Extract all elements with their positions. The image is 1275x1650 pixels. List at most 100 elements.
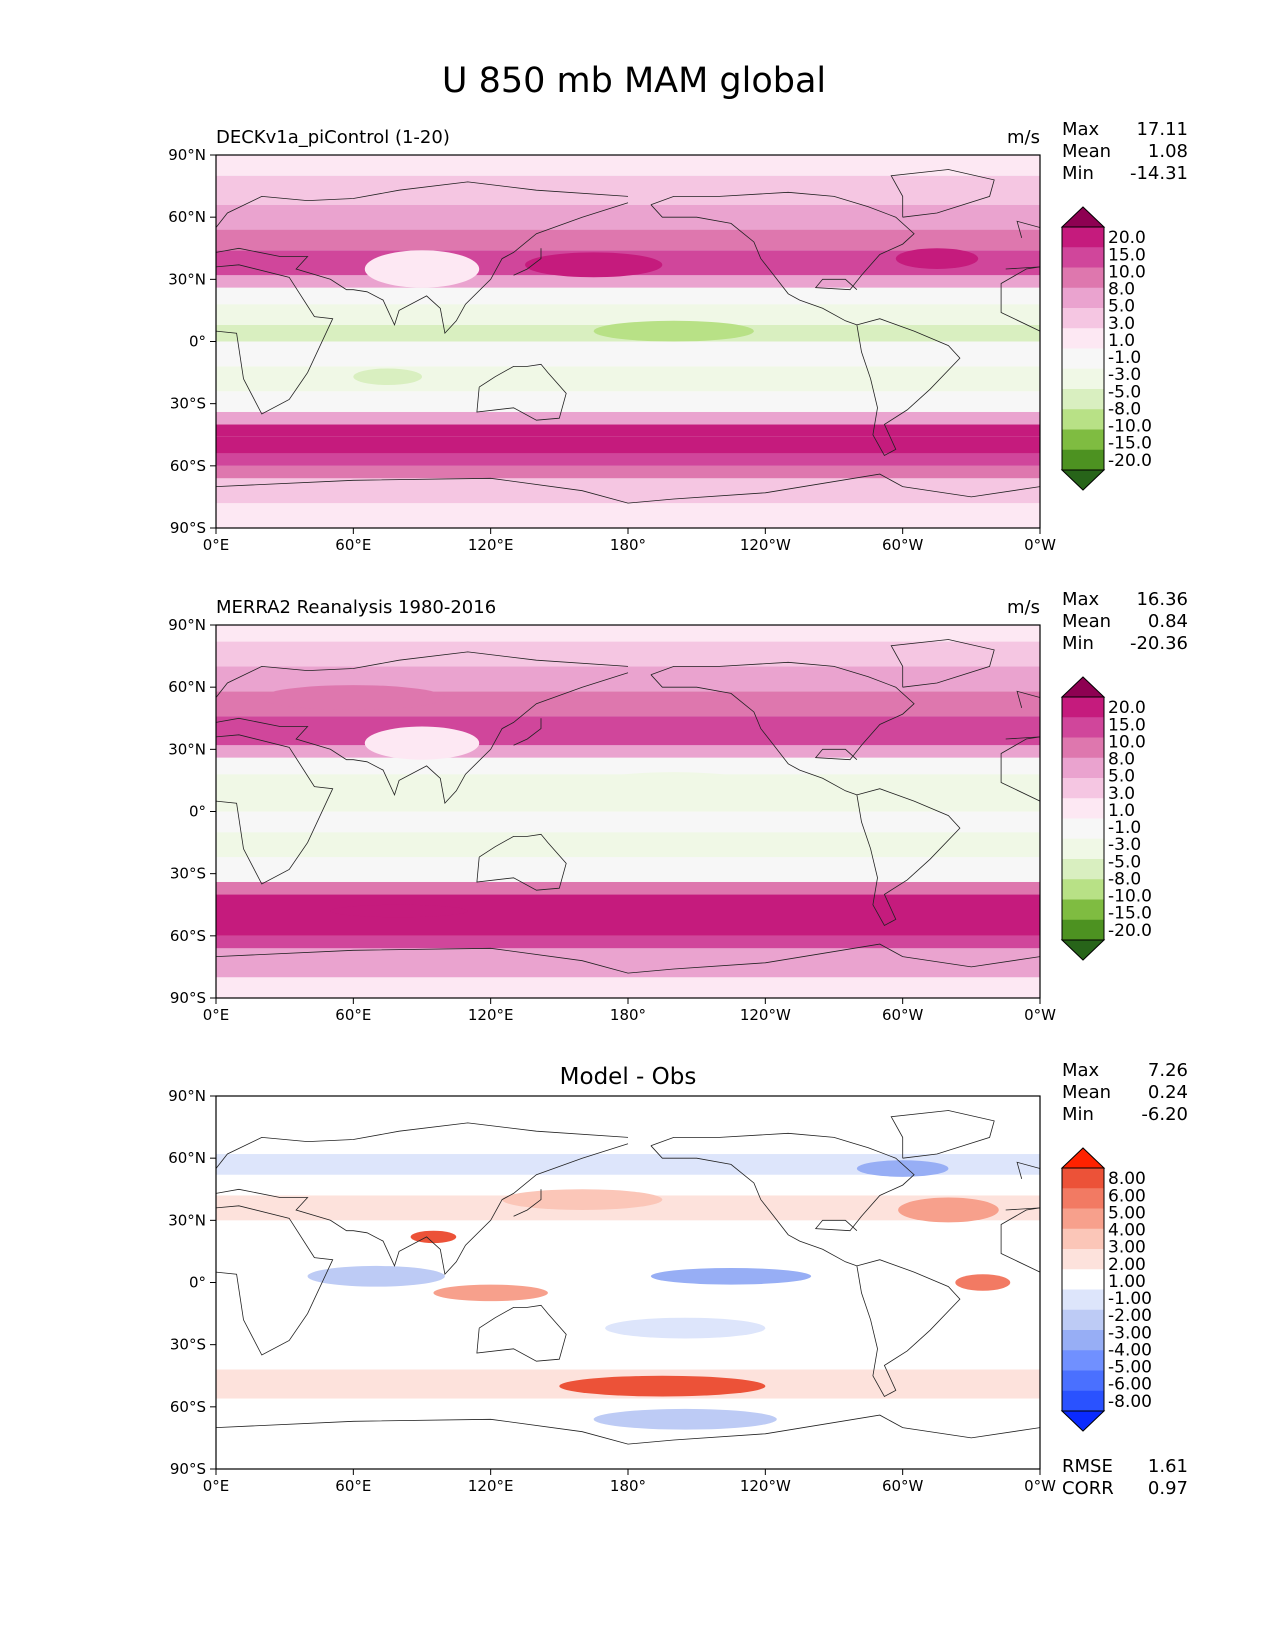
colorbar-frame [1061, 696, 1105, 941]
field-band-5 [216, 857, 1040, 882]
panel-title: DECKv1a_piControl (1-20) [216, 127, 450, 148]
colorbar-box [1062, 798, 1104, 819]
panels: 0°E 60°E 120°E 180° 120°W 60°W 0°W 90°N 60°N 30°N… [168, 119, 1188, 1499]
y-tick-label: 60°S [170, 1398, 206, 1416]
colorbar-label: 1.0 [1108, 331, 1135, 351]
colorbar-label: -3.00 [1108, 1323, 1152, 1343]
field-band-0 [216, 503, 1040, 528]
field-band-10 [216, 745, 1040, 758]
y-tick-label: 90°N [168, 616, 206, 634]
field-band-15 [216, 625, 1040, 642]
colorbar-box [1062, 1228, 1104, 1250]
stat-label: Min [1062, 1104, 1094, 1125]
x-tick-label: 180° [610, 1477, 646, 1495]
field-feature-0 [559, 1375, 766, 1397]
y-tick-label: 60°N [168, 1149, 206, 1167]
coastline-7 [476, 833, 567, 891]
colorbar-box [1062, 778, 1104, 799]
colorbar-label: -6.00 [1108, 1375, 1152, 1395]
field-band-7 [216, 391, 1040, 412]
coastline-3 [216, 202, 629, 335]
field-band-11 [216, 304, 1040, 325]
field-feature-2 [364, 726, 480, 760]
colorbar-label: -8.0 [1108, 869, 1141, 889]
stat-label: Mean [1062, 141, 1111, 162]
colorbar-label: 20.0 [1108, 698, 1146, 718]
colorbar-label: 4.00 [1108, 1221, 1146, 1241]
field-band-8 [216, 366, 1040, 392]
stat-value: 16.36 [1136, 589, 1188, 610]
coastline-3 [216, 1143, 629, 1276]
y-tick-label: 30°S [170, 395, 206, 413]
y-tick-label: 30°S [170, 1336, 206, 1354]
coastline-2 [1000, 1207, 1040, 1273]
field-band-2 [216, 465, 1040, 479]
colorbar-box [1062, 859, 1104, 880]
field-band-9 [216, 757, 1040, 775]
y-tick-label: 90°S [170, 989, 206, 1007]
panel-title: MERRA2 Reanalysis 1980-2016 [216, 597, 496, 618]
stat-value: 0.97 [1148, 1478, 1188, 1499]
y-tick-label: 90°N [168, 146, 206, 164]
colorbar-box [1062, 1289, 1104, 1311]
coastline-6 [513, 718, 542, 746]
colorbar-box [1062, 757, 1104, 779]
colorbar-label: 3.0 [1108, 784, 1135, 804]
coastline-11 [856, 788, 961, 927]
colorbar-label: 5.0 [1108, 767, 1135, 787]
colorbar-extend-bottom [1060, 469, 1106, 491]
colorbar-box [1062, 1309, 1104, 1331]
colorbar-label: -10.0 [1108, 887, 1152, 907]
field-feature-7 [307, 1265, 445, 1287]
coastline-3 [216, 672, 629, 805]
colorbar-label: -1.0 [1108, 818, 1141, 838]
field-band-3 [216, 453, 1040, 466]
x-tick-label: 0°W [1024, 536, 1056, 554]
colorbar-extend-top [1060, 676, 1106, 698]
coastline-9 [650, 661, 915, 761]
colorbar-label: -3.0 [1108, 365, 1141, 385]
field-feature-0 [525, 252, 663, 278]
colorbar-extend-bottom [1060, 939, 1106, 961]
coastline-8 [650, 1145, 858, 1267]
stat-value: 1.08 [1148, 141, 1188, 162]
colorbar-label: -1.00 [1108, 1289, 1152, 1309]
x-tick-label: 0°E [203, 536, 230, 554]
colorbar-box [1062, 389, 1104, 410]
field-band-18 [216, 155, 1040, 176]
colorbar-extend-bottom [1060, 1410, 1106, 1432]
field-band-6 [216, 411, 1040, 425]
colorbar-label: -20.0 [1108, 451, 1152, 471]
colorbar-label: -4.00 [1108, 1340, 1152, 1360]
coastline-2 [1000, 266, 1040, 332]
coastline-2 [1000, 736, 1040, 802]
y-tick-label: 30°N [168, 270, 206, 288]
y-tick-label: 60°S [170, 457, 206, 475]
colorbar-label: -8.00 [1108, 1392, 1152, 1412]
colorbar-box [1062, 1370, 1104, 1392]
field-feature-1 [895, 248, 979, 269]
coastline-10 [890, 1110, 995, 1159]
colorbar-box [1062, 1208, 1104, 1230]
stat-label: Max [1062, 119, 1100, 140]
coastline-10 [890, 169, 995, 218]
colorbar-label: -3.0 [1108, 835, 1141, 855]
colorbar-label: 6.00 [1108, 1186, 1146, 1206]
field-band-14 [216, 641, 1040, 667]
colorbar-label: 8.0 [1108, 750, 1135, 770]
x-tick-label: 0°W [1024, 1006, 1056, 1024]
field-feature-9 [605, 1317, 766, 1339]
y-tick-label: 30°S [170, 865, 206, 883]
figure-title: U 850 mb MAM global [442, 61, 826, 101]
x-tick-label: 120°E [468, 1477, 514, 1495]
colorbar-box [1062, 409, 1104, 430]
field-feature-1 [570, 772, 777, 810]
stat-value: -20.36 [1130, 633, 1188, 654]
colorbar-box [1062, 227, 1104, 248]
field-feature-2 [650, 1267, 812, 1285]
colorbar-box [1062, 308, 1104, 329]
colorbar-label: -5.0 [1108, 852, 1141, 872]
coastline-8 [650, 204, 858, 326]
colorbar-box [1062, 1269, 1104, 1290]
coastline-1 [216, 734, 334, 885]
